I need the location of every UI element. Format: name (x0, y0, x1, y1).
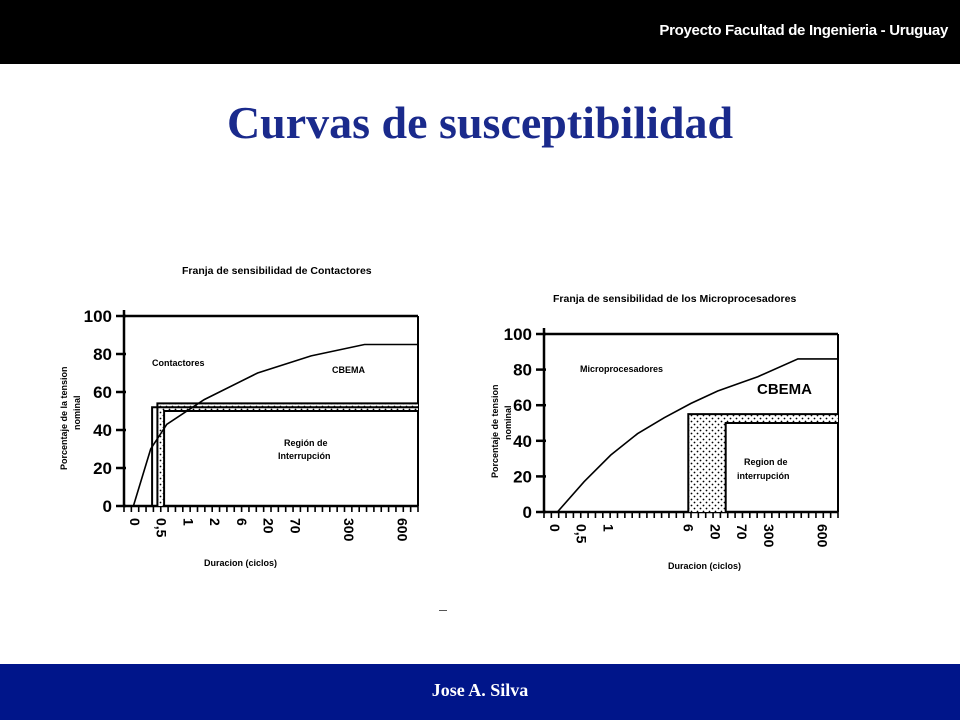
y-axis-label-line2: nominal (503, 405, 513, 440)
series-group (556, 358, 838, 513)
y-tick-label: 20 (513, 467, 532, 486)
x-tick-label: 0 (547, 524, 563, 532)
x-tick-label: 0,5 (574, 524, 590, 544)
x-tick-label: 2 (207, 518, 223, 526)
chart-title: Franja de sensibilidad de Contactores (182, 265, 372, 277)
x-tick-label: 70 (734, 524, 750, 540)
x-tick-label: 6 (234, 518, 250, 526)
x-axis: 0 0,5 1 2 6 20 70 300 600 (123, 506, 419, 542)
annotation-region-line2: interrupción (737, 471, 790, 481)
annotation-contactores: Contactores (152, 358, 205, 368)
y-tick-label: 60 (513, 396, 532, 415)
chart-contactores: Franja de sensibilidad de Contactores 0 2… (59, 265, 419, 568)
sensitivity-boundary-1 (151, 406, 418, 506)
x-tick-label: 70 (287, 518, 303, 534)
annotation-region-line1: Region de (744, 457, 788, 467)
x-tick-label: 0,5 (154, 518, 170, 538)
x-tick-label: 6 (681, 524, 697, 532)
annotation-cbema: CBEMA (757, 381, 812, 398)
y-axis-label-line1: Porcentaje de tension (490, 384, 500, 478)
sensitivity-boundary-1 (687, 413, 838, 512)
y-axis-label-line2: nominal (72, 395, 82, 430)
cbema-curve (556, 358, 838, 513)
y-axis-label-line1: Porcentaje de la tension (59, 366, 69, 470)
x-tick-label: 20 (261, 518, 277, 534)
x-axis-label: Duracion (ciclos) (204, 558, 277, 568)
sensitivity-boundary-2 (156, 402, 418, 506)
y-tick-label: 80 (93, 345, 112, 364)
slide-title: Curvas de susceptibilidad (226, 97, 734, 148)
annotation-region-line1: Región de (284, 438, 328, 448)
x-tick-label: 0 (127, 518, 143, 526)
sensitivity-boundary-3 (163, 410, 418, 506)
y-tick-label: 0 (103, 497, 112, 516)
annotation-cbema: CBEMA (332, 365, 365, 375)
divider-mark (439, 610, 447, 611)
x-tick-label: 600 (814, 524, 830, 548)
y-tick-label: 60 (93, 383, 112, 402)
chart-title: Franja de sensibilidad de los Microproce… (553, 293, 796, 305)
cbema-curve (132, 343, 418, 507)
y-tick-label: 100 (84, 307, 112, 326)
y-tick-label: 80 (513, 361, 532, 380)
header-text: Proyecto Facultad de Ingenieria - Urugua… (659, 22, 948, 39)
chart-microprocesadores: Franja de sensibilidad de los Microproce… (490, 293, 839, 571)
footer-bar (0, 664, 960, 720)
x-tick-label: 1 (180, 518, 196, 526)
y-tick-label: 20 (93, 459, 112, 478)
x-tick-label: 20 (707, 524, 723, 540)
annotation-microprocesadores: Microprocesadores (580, 364, 663, 374)
annotation-region-line2: Interrupción (278, 451, 331, 461)
y-tick-label: 40 (513, 432, 532, 451)
x-tick-label: 300 (341, 518, 357, 542)
x-tick-label: 600 (394, 518, 410, 542)
x-axis-label: Duracion (ciclos) (668, 561, 741, 571)
header-bar (0, 0, 960, 64)
y-tick-label: 0 (523, 503, 532, 522)
y-axis: 0 20 40 60 80 100 (84, 307, 126, 516)
footer-author: Jose A. Silva (431, 680, 529, 700)
y-tick-label: 40 (93, 421, 112, 440)
y-axis: 0 20 40 60 80 100 (504, 325, 546, 522)
y-tick-label: 100 (504, 325, 532, 344)
x-axis: 0 0,5 1 6 20 70 300 600 (543, 512, 839, 548)
sensitivity-boundary-2 (724, 422, 838, 512)
x-tick-label: 1 (600, 524, 616, 532)
x-tick-label: 300 (761, 524, 777, 548)
series-group (132, 343, 418, 507)
